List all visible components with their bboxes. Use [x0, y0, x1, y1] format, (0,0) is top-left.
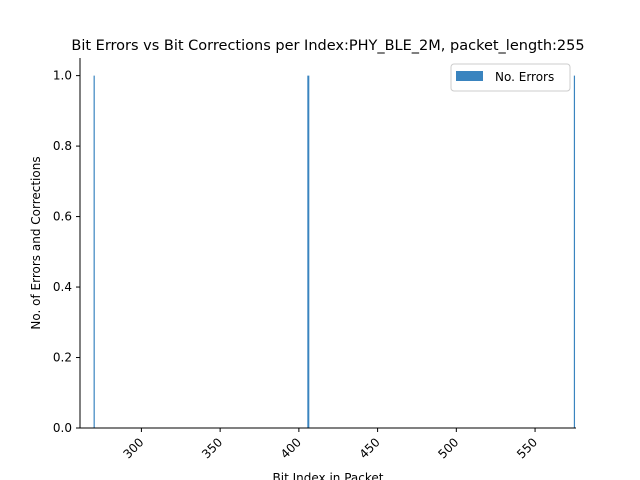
y-axis: 0.0 0.2 0.4 0.6 0.8 1.0 [53, 58, 81, 435]
x-tick-label: 350 [199, 435, 225, 461]
x-tick-label: 450 [357, 435, 383, 461]
legend-label-no-errors: No. Errors [495, 70, 554, 84]
x-axis-label: Bit Index in Packet [273, 471, 384, 480]
x-axis: 300 350 400 450 500 550 [80, 427, 576, 461]
y-tick-label: 0.6 [53, 210, 72, 224]
bar-no-errors-575 [573, 75, 576, 428]
bar-no-errors-406 [307, 75, 310, 428]
x-tick-label: 550 [514, 435, 540, 461]
plot-area [93, 75, 576, 428]
y-tick-label: 0.0 [53, 421, 72, 435]
x-tick-label: 400 [278, 435, 304, 461]
y-tick-label: 0.8 [53, 139, 72, 153]
x-tick-label: 300 [120, 435, 146, 461]
chart-title: Bit Errors vs Bit Corrections per Index:… [71, 38, 584, 54]
y-axis-label: No. of Errors and Corrections [29, 156, 43, 329]
legend-frame [450, 63, 571, 92]
y-tick-label: 1.0 [53, 69, 72, 83]
y-tick-label: 0.4 [53, 280, 72, 294]
x-tick-label: 500 [435, 435, 461, 461]
bar-no-errors-270 [93, 75, 95, 428]
y-tick-label: 0.2 [53, 351, 72, 365]
legend: No. Errors [450, 63, 571, 92]
legend-swatch-no-errors [456, 71, 483, 81]
